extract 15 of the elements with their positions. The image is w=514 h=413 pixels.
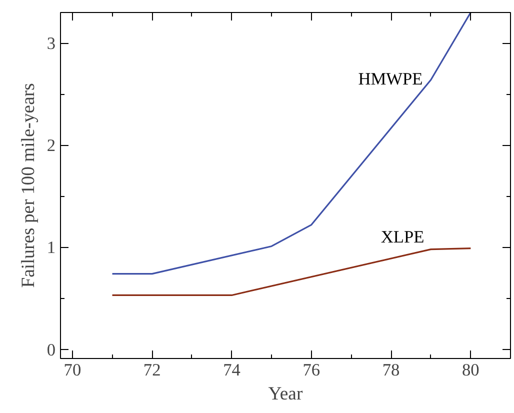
y-tick-label: 1 [46, 238, 56, 258]
series-label: XLPE [380, 228, 424, 246]
x-tick-label: 70 [64, 360, 82, 380]
x-tick-label: 80 [462, 360, 480, 380]
series-label: HMWPE [358, 70, 423, 88]
y-axis-title: Failures per 100 mile-years [18, 83, 39, 288]
x-tick-label: 76 [302, 360, 320, 380]
x-tick-label: 72 [143, 360, 161, 380]
y-tick-label: 2 [46, 136, 56, 156]
x-axis-title: Year [268, 384, 304, 404]
x-tick-label: 74 [223, 360, 241, 380]
y-tick-label: 3 [46, 34, 56, 54]
y-tick-label: 0 [46, 340, 56, 360]
x-tick-label: 78 [382, 360, 400, 380]
line-series [111, 12, 472, 275]
